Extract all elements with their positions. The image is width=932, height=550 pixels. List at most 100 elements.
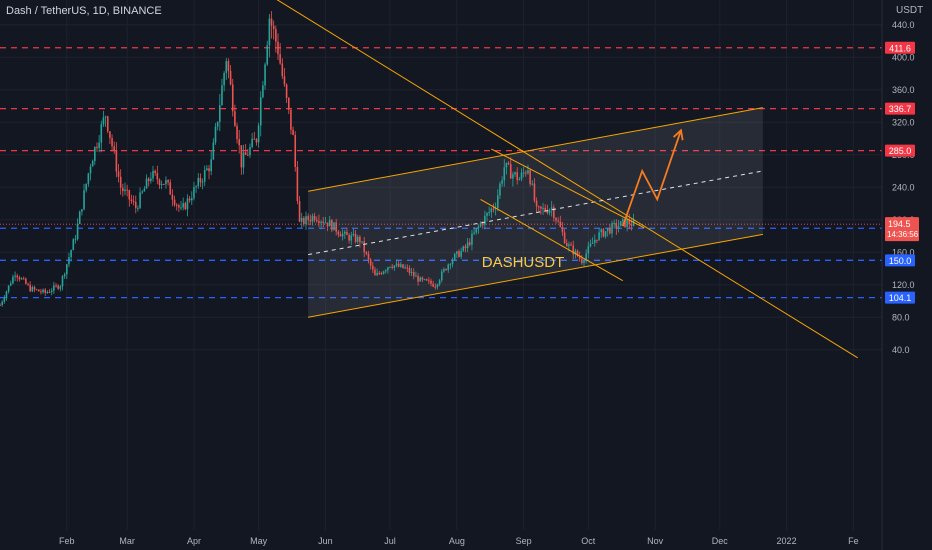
- candle-body: [621, 219, 624, 222]
- candle-body: [154, 170, 156, 174]
- candle-body: [193, 187, 195, 199]
- candle-body: [31, 287, 34, 292]
- candle-body: [346, 231, 348, 236]
- candle-body: [259, 97, 262, 126]
- candle-body: [559, 221, 562, 228]
- candle-body: [223, 73, 225, 86]
- candle-body: [501, 180, 503, 184]
- candle-body: [395, 263, 398, 266]
- candle-body: [548, 209, 551, 214]
- candle-body: [18, 277, 21, 280]
- candle-body: [124, 189, 126, 192]
- candle-body: [475, 228, 478, 233]
- candle-body: [287, 97, 290, 110]
- candle-body: [300, 217, 303, 222]
- wedge-lower-line: [480, 198, 624, 282]
- candle-body: [37, 289, 40, 292]
- candle-body: [630, 224, 633, 226]
- y-tick-label: 240.0: [892, 183, 915, 193]
- candle-body: [447, 264, 450, 271]
- candle-body: [25, 278, 27, 284]
- candle-body: [479, 223, 482, 227]
- candle-body: [130, 199, 133, 202]
- candle-body: [512, 174, 514, 179]
- candle-body: [402, 264, 404, 268]
- candle-body: [182, 203, 184, 208]
- candle-body: [516, 172, 518, 181]
- candle-body: [81, 209, 83, 212]
- candle-body: [1, 301, 3, 306]
- candle-body: [460, 250, 462, 257]
- channel-midline-line: [308, 170, 763, 256]
- candle-body: [555, 217, 557, 221]
- candle-body: [542, 207, 544, 209]
- candle-body: [600, 229, 603, 233]
- candle-body: [490, 208, 493, 213]
- time-axis[interactable]: Feb Mar Apr May Jun Jul Aug Sep Oct Nov Dec 2022 Fe: [59, 536, 859, 546]
- candle-body: [66, 264, 68, 275]
- projection-path: [621, 130, 682, 227]
- candle-body: [231, 84, 234, 112]
- current-price-label: 194.5: [888, 219, 911, 229]
- candle-body: [546, 210, 549, 214]
- candle-body: [331, 220, 333, 231]
- candle-body: [238, 139, 241, 146]
- candle-body: [221, 85, 223, 106]
- candle-body: [128, 190, 131, 200]
- candle-body: [613, 223, 615, 225]
- candle-body: [171, 194, 174, 200]
- candle-body: [29, 284, 31, 292]
- candle-body: [335, 222, 337, 232]
- candle-body: [201, 181, 204, 183]
- candle-body: [268, 18, 271, 46]
- candle-body: [109, 131, 111, 139]
- candle-body: [578, 256, 581, 259]
- channel-fill: [308, 107, 763, 318]
- x-tick-label: Feb: [59, 536, 75, 546]
- candle-body: [544, 207, 547, 211]
- candle-body: [574, 250, 577, 255]
- candle-body: [473, 232, 475, 234]
- candle-body: [167, 180, 169, 183]
- price-axis[interactable]: 640.0600.0560.0520.0480.0440.0400.0360.0…: [881, 0, 915, 550]
- candle-body: [449, 264, 452, 266]
- candle-body: [283, 76, 286, 85]
- candle-body: [102, 117, 105, 125]
- candle-body: [324, 222, 327, 224]
- candle-body: [606, 228, 609, 232]
- candle-body: [292, 129, 294, 135]
- candle-body: [212, 142, 215, 160]
- candle-body: [16, 275, 19, 278]
- candle-body: [134, 201, 137, 209]
- candle-body: [598, 232, 600, 240]
- x-tick-label: Jun: [318, 536, 333, 546]
- candle-body: [585, 253, 587, 261]
- candle-body: [445, 268, 447, 271]
- candle-body: [369, 259, 372, 266]
- candle-body: [3, 298, 6, 302]
- candle-body: [87, 173, 90, 184]
- candle-body: [359, 236, 361, 243]
- candle-body: [227, 61, 230, 71]
- trend-channel: [308, 107, 763, 318]
- candle-body: [425, 279, 428, 281]
- candle-body: [533, 183, 536, 201]
- candle-body: [365, 251, 368, 254]
- candle-body: [247, 154, 249, 156]
- candle-body: [333, 222, 335, 231]
- candle-body: [468, 242, 471, 245]
- candle-body: [5, 291, 8, 299]
- level-badge-label: 104.1: [889, 293, 912, 303]
- candle-body: [587, 246, 590, 254]
- candle-body: [277, 41, 279, 55]
- candle-body: [400, 264, 402, 267]
- candle-body: [611, 223, 613, 234]
- candle-body: [126, 189, 128, 191]
- candle-body: [356, 236, 359, 242]
- candle-body: [581, 258, 583, 264]
- candle-body: [12, 276, 14, 284]
- candle-body: [568, 244, 570, 247]
- candle-body: [266, 45, 269, 65]
- candle-body: [294, 134, 297, 167]
